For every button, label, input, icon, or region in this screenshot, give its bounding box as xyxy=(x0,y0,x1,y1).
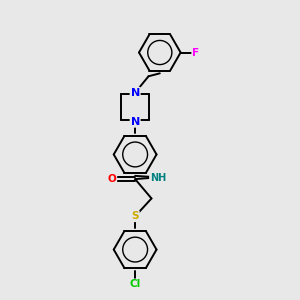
Text: N: N xyxy=(130,88,140,98)
Text: N: N xyxy=(130,117,140,127)
Text: NH: NH xyxy=(150,172,166,183)
Text: S: S xyxy=(131,211,139,221)
Text: O: O xyxy=(108,174,116,184)
Text: Cl: Cl xyxy=(130,279,141,289)
Text: F: F xyxy=(192,47,199,58)
